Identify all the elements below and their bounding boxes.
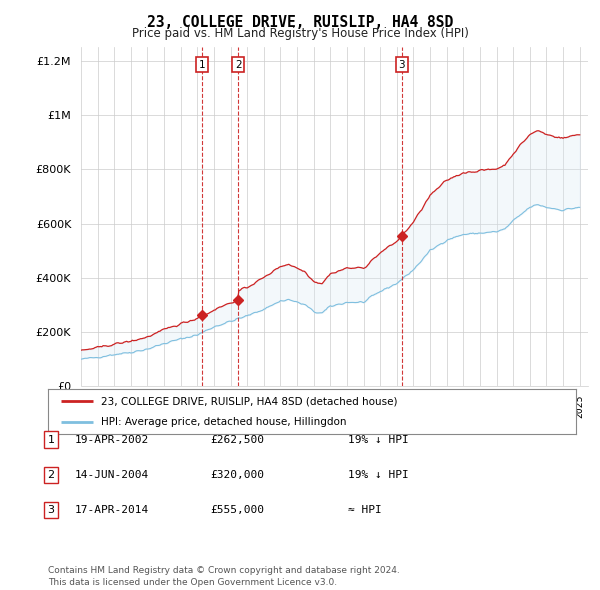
Text: 3: 3 [398, 60, 405, 70]
Text: 2: 2 [47, 470, 55, 480]
Text: 14-JUN-2004: 14-JUN-2004 [75, 470, 149, 480]
Text: 1: 1 [47, 435, 55, 444]
Text: £262,500: £262,500 [210, 435, 264, 444]
Text: HPI: Average price, detached house, Hillingdon: HPI: Average price, detached house, Hill… [101, 417, 346, 427]
Text: 19% ↓ HPI: 19% ↓ HPI [348, 470, 409, 480]
Text: 2: 2 [235, 60, 241, 70]
Text: ≈ HPI: ≈ HPI [348, 506, 382, 515]
Text: 17-APR-2014: 17-APR-2014 [75, 506, 149, 515]
Text: Price paid vs. HM Land Registry's House Price Index (HPI): Price paid vs. HM Land Registry's House … [131, 27, 469, 40]
Text: Contains HM Land Registry data © Crown copyright and database right 2024.
This d: Contains HM Land Registry data © Crown c… [48, 566, 400, 587]
Text: £555,000: £555,000 [210, 506, 264, 515]
Text: 1: 1 [199, 60, 205, 70]
Text: 3: 3 [47, 506, 55, 515]
Text: £320,000: £320,000 [210, 470, 264, 480]
Text: 23, COLLEGE DRIVE, RUISLIP, HA4 8SD (detached house): 23, COLLEGE DRIVE, RUISLIP, HA4 8SD (det… [101, 396, 397, 407]
Text: 23, COLLEGE DRIVE, RUISLIP, HA4 8SD: 23, COLLEGE DRIVE, RUISLIP, HA4 8SD [147, 15, 453, 30]
Text: 19-APR-2002: 19-APR-2002 [75, 435, 149, 444]
Text: 19% ↓ HPI: 19% ↓ HPI [348, 435, 409, 444]
